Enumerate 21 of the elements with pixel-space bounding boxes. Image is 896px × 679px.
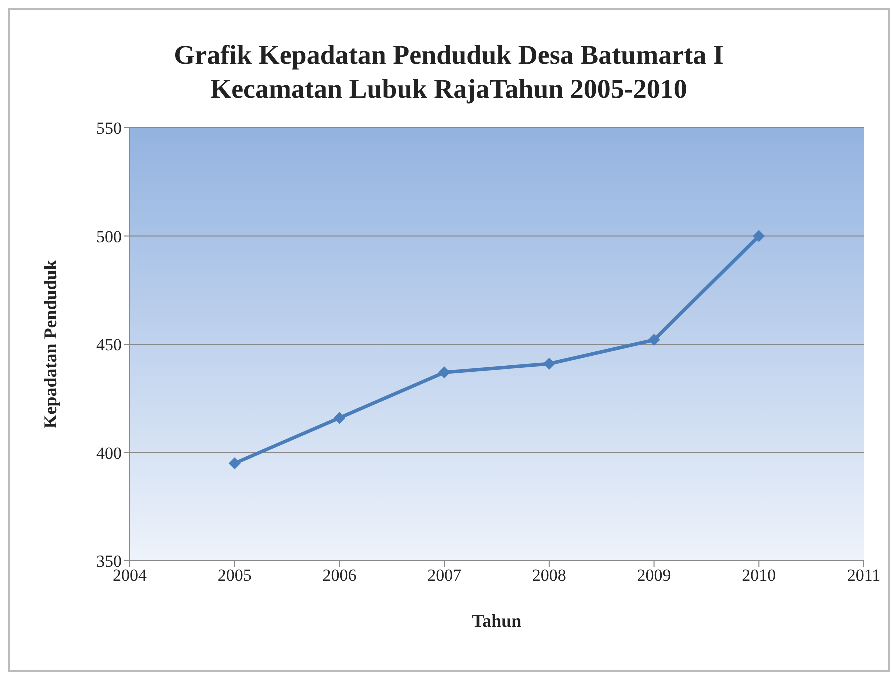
chart-title: Grafik Kepadatan Penduduk Desa Batumarta I Kecamatan Lubuk RajaTahun 2005-2010 <box>173 39 725 106</box>
x-tick-label: 2009 <box>637 566 672 586</box>
point <box>543 358 556 370</box>
x-tick-label: 2007 <box>428 566 462 586</box>
point <box>334 412 346 424</box>
point <box>228 458 241 470</box>
x-tick-label: 2010 <box>742 566 776 586</box>
x-tick-label: 2004 <box>113 566 148 586</box>
point <box>648 334 660 346</box>
x-axis-title: Tahun <box>472 611 522 631</box>
x-tick-label: 2006 <box>322 566 357 586</box>
y-tick-label: 500 <box>96 227 122 246</box>
point <box>753 230 766 242</box>
y-axis-title: Kepadatan Penduduk <box>40 260 60 429</box>
x-tick-label: 2011 <box>847 566 881 586</box>
x-tick-label: 2005 <box>218 566 252 586</box>
point <box>438 366 451 379</box>
x-tick-label: 2008 <box>532 566 566 586</box>
y-tick-label: 450 <box>96 336 122 355</box>
y-tick-label: 550 <box>96 119 122 138</box>
y-tick-label: 400 <box>96 444 122 463</box>
